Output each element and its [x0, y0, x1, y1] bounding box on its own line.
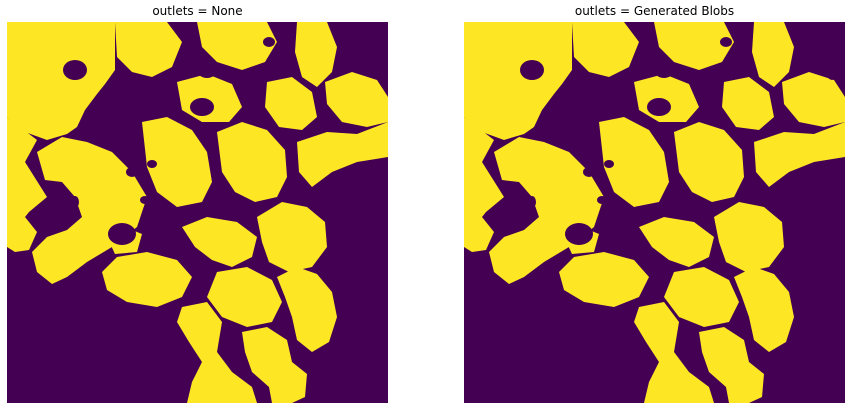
panel-left: outlets = None	[7, 0, 388, 410]
panel-title-right: outlets = Generated Blobs	[574, 4, 735, 18]
blob-image-left	[7, 22, 388, 403]
panel-right: outlets = Generated Blobs	[464, 0, 845, 410]
pore-space	[7, 22, 388, 403]
solid-holes	[520, 37, 840, 245]
pore-space	[464, 22, 845, 403]
panel-title-left: outlets = None	[152, 4, 243, 18]
blob-image-right	[464, 22, 845, 403]
solid-holes	[63, 37, 275, 245]
